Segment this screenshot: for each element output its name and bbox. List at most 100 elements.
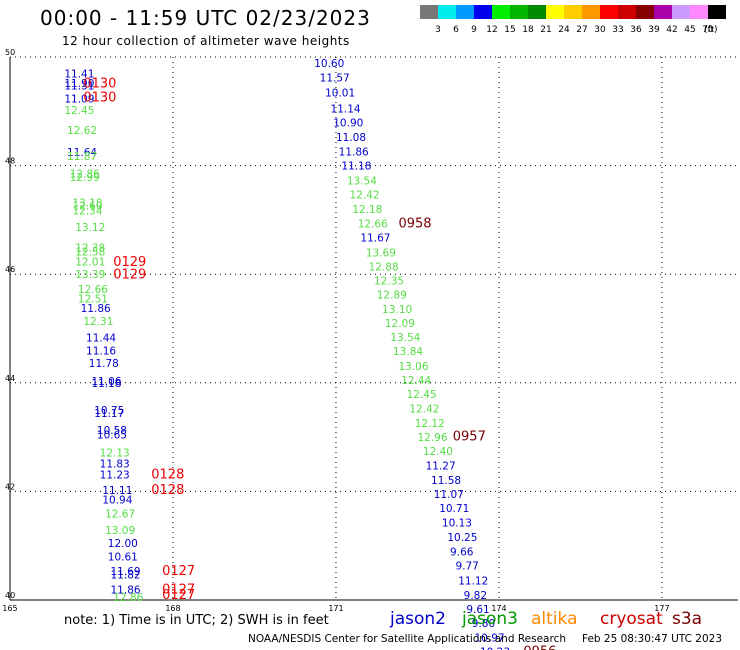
legend-label: 45: [684, 25, 696, 35]
wave-height-label: 9.66: [450, 546, 474, 558]
wave-height-label: 10.65: [97, 430, 127, 442]
footnote: note: 1) Time is in UTC; 2) SWH is in fe…: [64, 613, 329, 628]
wave-height-label: 12.62: [67, 125, 97, 137]
lon-tick-label: 174: [491, 604, 506, 613]
wave-height-label: 11.41: [64, 69, 94, 81]
wave-height-label: 12.45: [407, 389, 437, 401]
wave-height-label: 12.13: [100, 448, 130, 460]
wave-height-label: 9.61: [466, 604, 489, 616]
lat-tick-label: 48: [5, 157, 15, 166]
wave-height-label: 10.01: [325, 88, 355, 100]
wave-height-label: 12.45: [64, 105, 94, 117]
pass-time-label: 0957: [453, 429, 486, 444]
wave-height-label: 11.27: [426, 461, 456, 473]
wave-height-label: 11.86: [339, 146, 369, 158]
legend-swatch: [456, 5, 474, 19]
wave-height-label: 10.60: [314, 58, 344, 70]
pass-time-label: 0956: [523, 644, 556, 650]
wave-height-label: 10.90: [333, 118, 363, 130]
legend-label: 42: [666, 25, 678, 35]
wave-height-label: 10.75: [94, 405, 124, 417]
wave-height-label: 13.09: [105, 525, 135, 537]
wave-height-label: 11.44: [86, 333, 116, 345]
wave-height-label: 12.01: [75, 257, 105, 269]
legend-swatch: [438, 5, 456, 19]
legend-swatch: [672, 5, 690, 19]
legend-swatch: [618, 5, 636, 19]
legend-swatch: [528, 5, 546, 19]
wave-height-label: 11.69: [111, 566, 141, 578]
legend-label: 27: [576, 25, 588, 35]
wave-height-label: 13.12: [75, 222, 105, 234]
page-title: 00:00 - 11:59 UTC 02/23/2023: [40, 6, 371, 30]
wave-height-label: 11.82: [111, 569, 141, 581]
wave-height-label: 10.58: [97, 425, 127, 437]
pass-time-label: 0127: [162, 588, 195, 603]
legend-swatch: [600, 5, 618, 19]
legend-label: 36: [630, 25, 642, 35]
lon-tick-label: 165: [2, 604, 17, 613]
wave-height-label: 9.82: [464, 590, 487, 602]
legend-label: 33: [612, 25, 624, 35]
pass-time-label: 0129: [113, 255, 146, 270]
legend-swatch: [708, 5, 726, 19]
wave-height-label: 12.66: [78, 284, 108, 296]
legend-swatch: [492, 5, 510, 19]
wave-height-label: 12.31: [83, 316, 113, 328]
legend-swatch: [420, 5, 438, 19]
wave-height-label: 12.86: [113, 592, 143, 604]
wave-height-label: 13.39: [75, 269, 105, 281]
legend-label: 9: [471, 25, 477, 35]
wave-height-label: 12.88: [369, 261, 399, 273]
wave-height-label: 13.10: [382, 304, 412, 316]
pass-time-label: 0130: [83, 76, 116, 91]
legend-label: 15: [504, 25, 516, 35]
wave-height-label: 11.16: [86, 346, 116, 358]
wave-height-label: 11.31: [64, 81, 94, 93]
wave-height-label: 11.64: [67, 147, 97, 159]
lat-tick-label: 42: [5, 482, 15, 491]
wave-height-label: 13.54: [390, 332, 420, 344]
legend-label: 24: [558, 25, 570, 35]
wave-height-label: 12.44: [401, 375, 431, 387]
wave-height-label: 12.34: [72, 205, 102, 217]
legend-swatch: [474, 5, 492, 19]
wave-height-label: 11.83: [100, 459, 130, 471]
wave-height-label: 11.17: [94, 408, 124, 420]
satellite-name: cryosat: [600, 609, 663, 629]
wave-height-label: 12.40: [423, 446, 453, 458]
pass-time-label: 0129: [113, 268, 146, 283]
wave-height-label: 12.18: [352, 204, 382, 216]
wave-height-label: 11.90: [64, 78, 94, 90]
wave-height-label: 10.23: [480, 646, 510, 650]
satellite-name: jason2: [390, 609, 446, 629]
wave-height-label: 13.69: [366, 247, 396, 259]
wave-height-label: 11.86: [81, 303, 111, 315]
wave-height-label: 9.77: [455, 561, 478, 573]
lon-tick-label: 177: [654, 604, 669, 613]
page-subtitle: 12 hour collection of altimeter wave hei…: [62, 34, 350, 48]
wave-height-label: 10.71: [439, 503, 469, 515]
satellite-name: s3a: [672, 609, 703, 629]
wave-height-label: 11.87: [67, 151, 97, 163]
wave-height-label: 12.42: [350, 190, 380, 202]
pass-time-label: 0127: [162, 582, 195, 597]
wave-height-label: 11.57: [320, 72, 350, 84]
wave-height-label: 12.42: [409, 404, 439, 416]
wave-height-label: 12.99: [70, 172, 100, 184]
wave-height-label: 11.67: [360, 233, 390, 245]
wave-height-label: 9.80: [472, 618, 495, 630]
pass-time-label: 0130: [83, 91, 116, 106]
wave-height-label: 13.84: [393, 346, 423, 358]
legend-unit: (ft): [704, 25, 718, 35]
wave-height-label: 11.09: [64, 94, 94, 106]
pass-time-label: 0128: [151, 483, 184, 498]
pass-time-label: 0127: [162, 564, 195, 579]
generated-timestamp: Feb 25 08:30:47 UTC 2023: [582, 633, 722, 645]
legend-label: 12: [486, 25, 498, 35]
wave-height-label: 11.23: [100, 469, 130, 481]
legend-label: 18: [522, 25, 534, 35]
wave-height-label: 12.35: [374, 276, 404, 288]
wave-height-label: 12.67: [105, 508, 135, 520]
